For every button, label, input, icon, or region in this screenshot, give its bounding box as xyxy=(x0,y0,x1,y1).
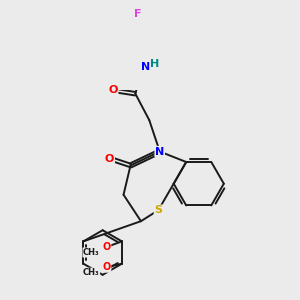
Text: CH₃: CH₃ xyxy=(83,268,100,277)
Text: O: O xyxy=(103,262,111,272)
Text: O: O xyxy=(105,154,114,164)
Text: N: N xyxy=(155,146,164,157)
Text: H: H xyxy=(150,59,160,70)
Text: S: S xyxy=(154,205,162,215)
Text: N: N xyxy=(140,62,150,72)
Text: CH₃: CH₃ xyxy=(83,248,100,257)
Text: O: O xyxy=(108,85,118,95)
Text: F: F xyxy=(134,9,141,19)
Text: O: O xyxy=(103,242,111,252)
